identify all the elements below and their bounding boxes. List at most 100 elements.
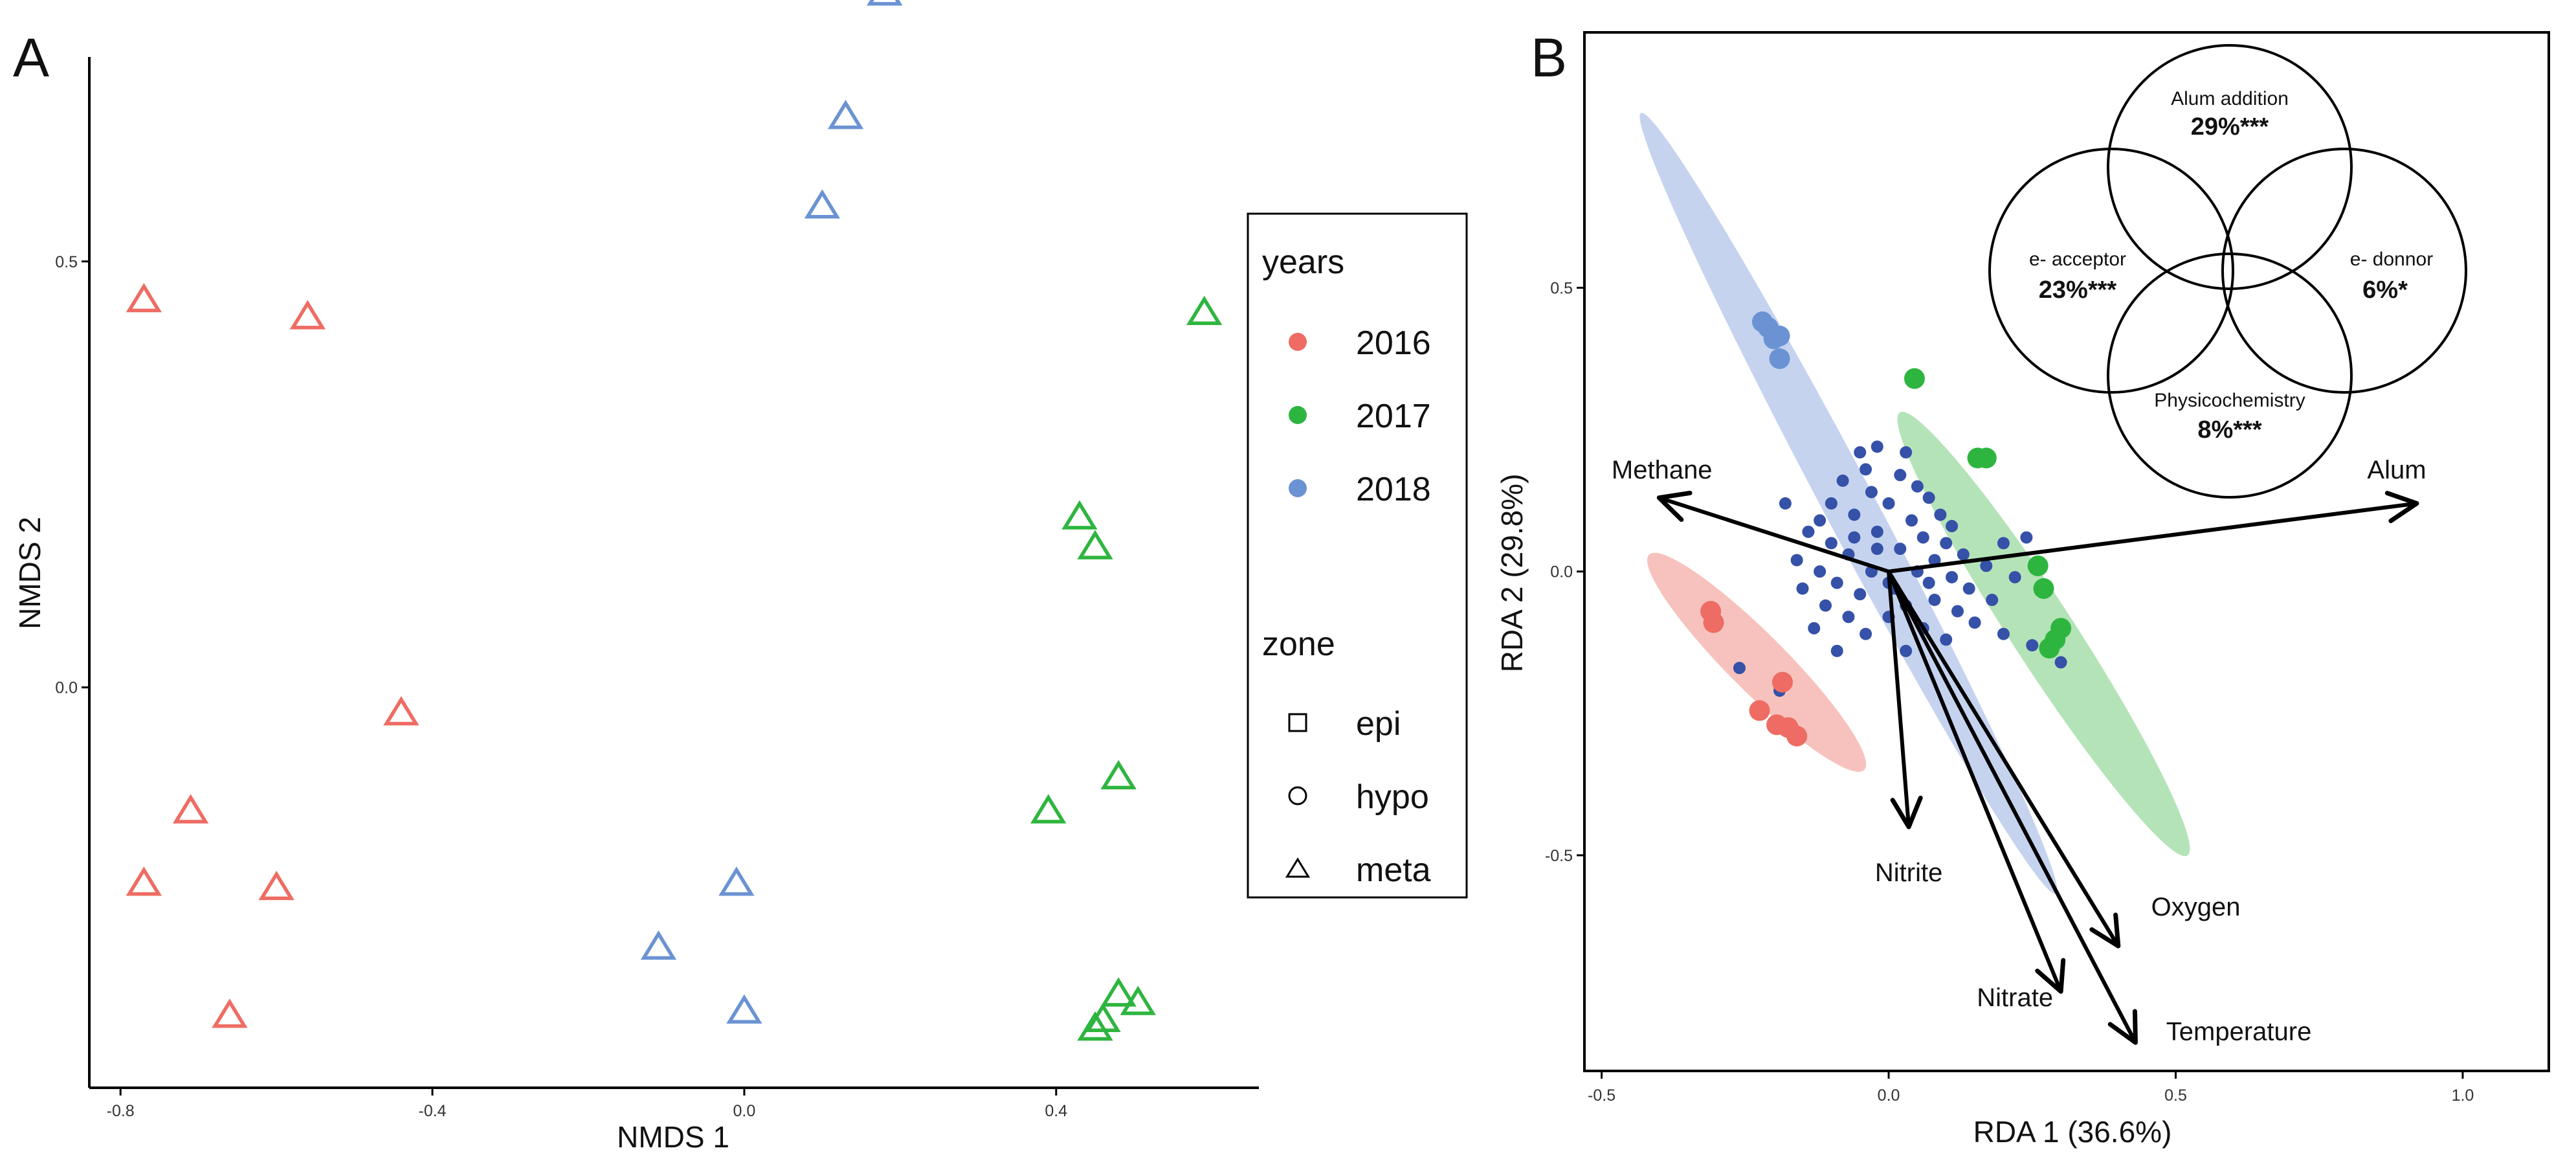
rda-point-2016 [1771, 671, 1793, 693]
rda-sample-point [1814, 514, 1827, 527]
rda-point-2016 [1703, 612, 1724, 633]
rda-point-2017 [2027, 555, 2049, 576]
rda-sample-point [1871, 543, 1883, 556]
rda-sample-point [1808, 622, 1821, 635]
rda-arrow-label-nitrite: Nitrite [1875, 859, 1942, 887]
nmds-x-tick-label: 0.4 [1045, 1102, 1067, 1120]
nmds-point-2017-epi [1100, 977, 1137, 1007]
legend-label-epi: epi [1356, 705, 1401, 743]
nmds-plot-area [126, 0, 1223, 1041]
nmds-point-2016-hypo [383, 696, 419, 726]
rda-arrow-label-methane: Methane [1612, 456, 1713, 484]
legend-shape-meta [1285, 857, 1311, 878]
legend-label-2018: 2018 [1356, 471, 1431, 508]
rda-y-tick-label: 0.5 [1550, 279, 1573, 297]
nmds-point-2016-epi [172, 794, 209, 824]
nmds-x-tick-label: 0.0 [733, 1102, 756, 1120]
rda-sample-point [1940, 633, 1953, 646]
legend-shape-epi [1288, 713, 1307, 732]
venn-circle-alum-addition [2107, 44, 2353, 290]
rda-sample-point [1980, 559, 1993, 572]
venn-circle-physicochemistry [2107, 253, 2353, 499]
legend-title-zone: zone [1262, 625, 1335, 663]
nmds-point-2017-hypo [1077, 530, 1113, 559]
nmds-point-2018-hypo [804, 189, 841, 219]
rda-arrow-methane [1656, 490, 1891, 574]
nmds-legend: years zone 2016 2017 2018 epi hypo meta [1247, 212, 1468, 899]
nmds-ticks: -0.8 -0.4 0.0 0.4 0.0 0.5 [55, 253, 1067, 1120]
rda-ticks: -0.5 0.0 0.5 1.0 -0.5 0.0 0.5 [1545, 279, 2474, 1105]
rda-y-tick-label: 0.0 [1550, 563, 1573, 581]
venn-circle-e-acceptor [1988, 148, 2234, 394]
rda-sample-point [1865, 486, 1878, 499]
rda-point-2016 [1786, 725, 1808, 747]
rda-sample-point [1997, 627, 2010, 640]
nmds-point-2017-meta [1120, 985, 1156, 1015]
rda-point-2018 [1769, 348, 1790, 369]
rda-sample-point [1848, 531, 1861, 544]
rda-sample-point [1997, 537, 2010, 550]
nmds-y-tick-label: 0.5 [55, 253, 78, 271]
rda-sample-point [1922, 576, 1935, 589]
nmds-point-2017-hypo [1061, 500, 1098, 530]
nmds-point-2017-meta [1100, 759, 1137, 790]
rda-sample-point [1900, 644, 1913, 657]
rda-sample-point [1962, 582, 1975, 595]
rda-y-axis-title: RDA 2 (29.8%) [1495, 474, 1529, 673]
rda-sample-point [1825, 497, 1838, 510]
nmds-y-axis-title: NMDS 2 [13, 517, 47, 629]
venn-label-alum-addition: Alum addition [2171, 88, 2289, 109]
rda-point-2018 [1769, 325, 1790, 346]
rda-sample-point [1951, 605, 1964, 618]
legend-swatch-2017 [1289, 406, 1307, 424]
rda-year-points [1700, 311, 2072, 747]
rda-ellipse-2018 [1639, 113, 2058, 894]
rda-sample-point [1894, 469, 1907, 482]
panel-a-nmds: A -0.8 -0.4 0.0 0.4 0.0 0.5 NMDS 1 NMDS 2 yea… [13, 0, 1468, 1154]
rda-ellipses [1639, 113, 2190, 894]
rda-arrow-label-alum: Alum [2367, 456, 2426, 484]
rda-sample-point [1848, 508, 1861, 521]
rda-sample-point [1905, 514, 1918, 527]
nmds-point-2016-meta [126, 283, 162, 313]
rda-sample-point [1922, 491, 1935, 504]
rda-sample-point [1916, 531, 1929, 544]
rda-sample-point [1946, 570, 1959, 583]
panel-b-rda: B Methane Alum Nitrite Oxygen Nitrate Tempera… [1495, 27, 2550, 1149]
rda-sample-point [1854, 446, 1867, 459]
legend-swatch-2016 [1289, 333, 1307, 351]
rda-arrow-nitrite [1887, 569, 1923, 829]
rda-sample-point [1819, 599, 1832, 612]
rda-sample-point [1842, 611, 1855, 624]
rda-sample-point [1779, 497, 1792, 510]
panel-b-letter: B [1531, 27, 1567, 88]
venn-label-e-acceptor: e- acceptor [2029, 249, 2126, 270]
panel-a-letter: A [13, 27, 49, 88]
rda-sample-point [1836, 474, 1849, 487]
rda-sample-point [1911, 480, 1924, 493]
rda-biplot-arrows: Methane Alum Nitrite Oxygen Nitrate Temperatu… [1612, 456, 2426, 1046]
rda-point-2017 [1975, 447, 1997, 469]
rda-point-2016 [1749, 700, 1770, 721]
venn-diagram: Alum addition 29%*** e- acceptor 23%*** … [1988, 44, 2467, 499]
rda-sample-point [1968, 616, 1981, 629]
nmds-x-tick-label: -0.4 [419, 1102, 447, 1120]
rda-sample-point [1814, 565, 1827, 578]
rda-sample-point [1871, 525, 1883, 538]
rda-sample-point [1986, 594, 1999, 607]
nmds-point-2016-meta [126, 866, 162, 896]
nmds-point-2016-epi [212, 998, 248, 1028]
rda-arrow-label-temperature: Temperature [2166, 1018, 2312, 1046]
rda-ellipse-2017 [1897, 411, 2190, 857]
rda-sample-point [1860, 463, 1872, 476]
rda-x-tick-label: 0.5 [2164, 1086, 2187, 1105]
venn-circle-e-donnor [2221, 148, 2467, 394]
nmds-point-2018-hypo [827, 100, 864, 129]
rda-sample-point [1825, 537, 1838, 550]
rda-x-axis-title: RDA 1 (36.6%) [1973, 1115, 2172, 1149]
nmds-x-axis-title: NMDS 1 [617, 1120, 729, 1154]
rda-sample-point [2008, 570, 2021, 583]
rda-arrow-label-nitrate: Nitrate [1977, 984, 2053, 1012]
rda-sample-point [1882, 497, 1895, 510]
nmds-x-tick-label: -0.8 [107, 1102, 135, 1120]
